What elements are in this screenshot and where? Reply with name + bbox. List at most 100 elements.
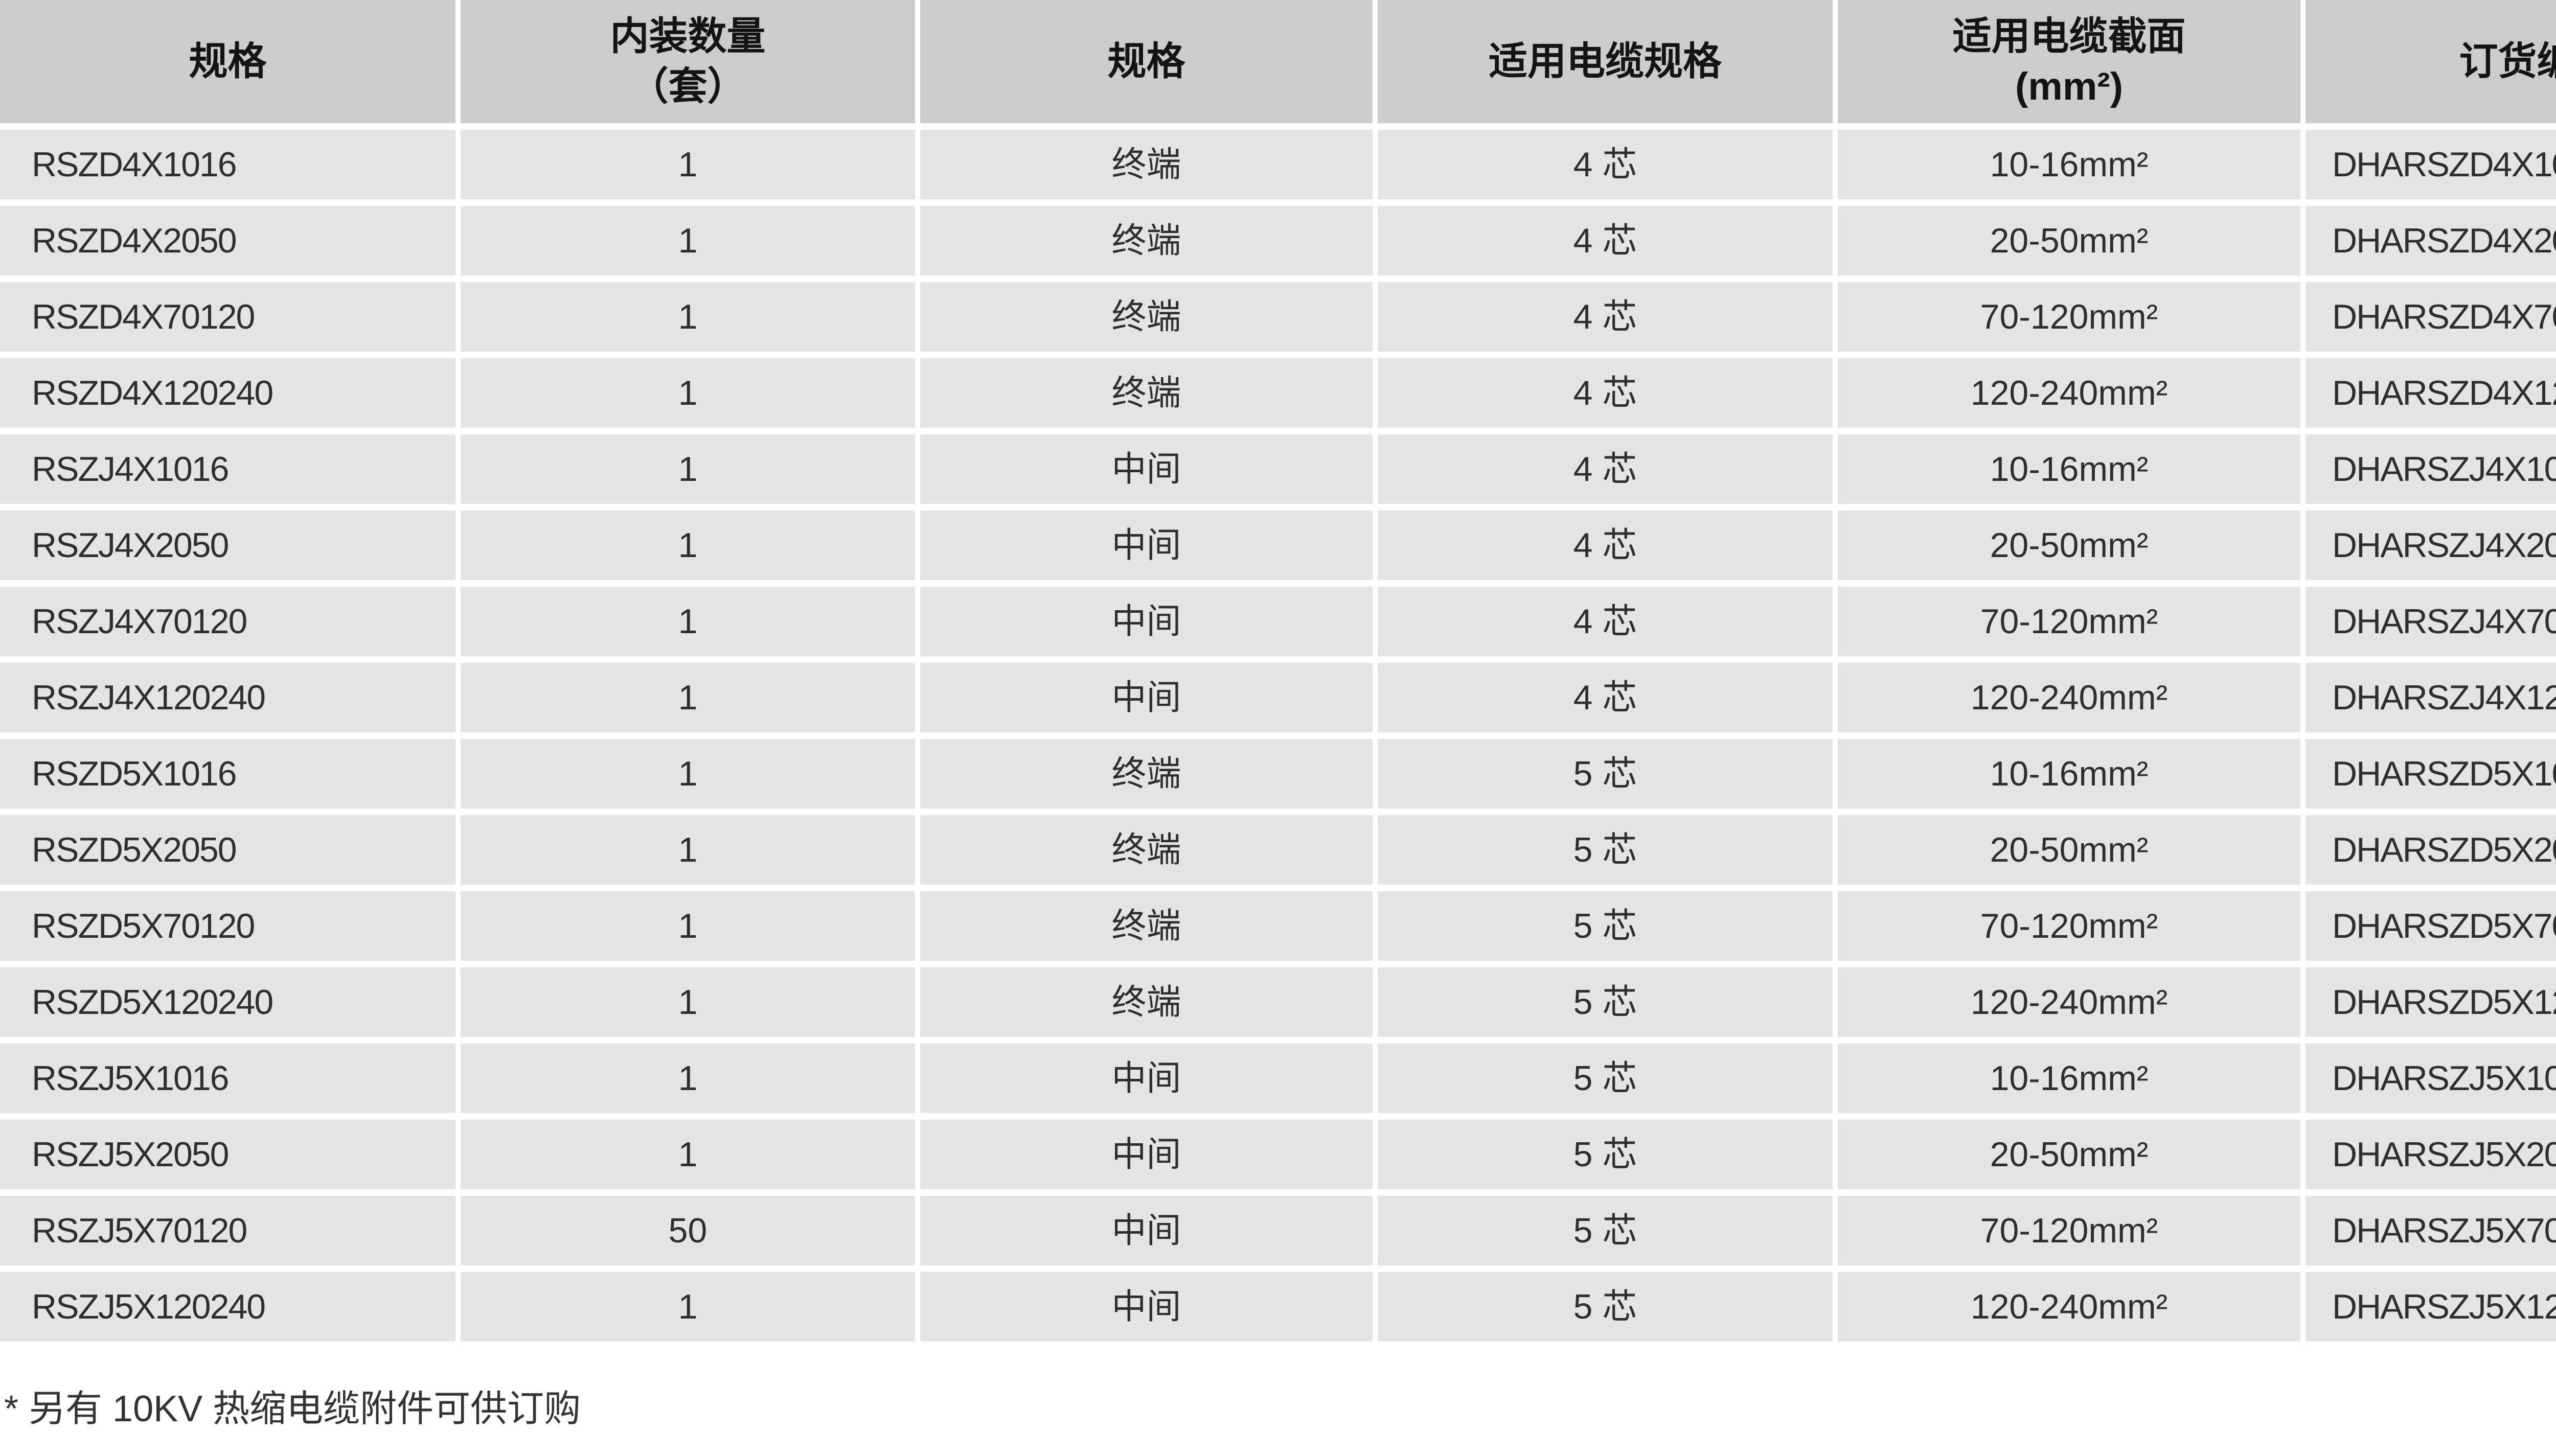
- cell: RSZD4X120240: [0, 358, 455, 428]
- cell: 70-120mm²: [1838, 282, 2300, 352]
- cell: 1: [461, 358, 915, 428]
- cell: 50: [461, 1196, 915, 1265]
- cell: DHARSZD5X2050: [2306, 815, 2556, 885]
- cell: 20-50mm²: [1838, 815, 2300, 885]
- cell: DHARSZJ4X2050: [2306, 511, 2556, 580]
- cell: 1: [461, 206, 915, 275]
- cell: 终端: [920, 739, 1373, 808]
- cell: 20-50mm²: [1838, 206, 2300, 275]
- header-spec: 规格: [0, 0, 455, 123]
- cell: DHARSZD4X1016: [2306, 130, 2556, 199]
- cell: 中间: [920, 587, 1373, 656]
- product-spec-table: 规格 内装数量 （套） 规格 适用电缆规格 适用电缆截面 (mm²) 订货编码 …: [0, 0, 2556, 1342]
- cell: 1: [461, 815, 915, 885]
- cell: DHARSZD4X70120: [2306, 282, 2556, 352]
- cell: RSZD5X2050: [0, 815, 455, 885]
- cell: 终端: [920, 358, 1373, 428]
- cell: DHARSZJ4X70120: [2306, 587, 2556, 656]
- cell: 1: [461, 739, 915, 808]
- cell: DHARSZD4X2050: [2306, 206, 2556, 275]
- cell: DHARSZJ5X1016: [2306, 1044, 2556, 1113]
- cell: 5 芯: [1378, 891, 1833, 961]
- cell: 120-240mm²: [1838, 358, 2300, 428]
- cell: DHARSZJ4X120240: [2306, 663, 2556, 732]
- cell: 终端: [920, 206, 1373, 275]
- cell: 1: [461, 434, 915, 504]
- cell: DHARSZJ5X70120: [2306, 1196, 2556, 1265]
- cell: 终端: [920, 891, 1373, 961]
- cell: DHARSZD5X120240: [2306, 967, 2556, 1037]
- cell: 4 芯: [1378, 587, 1833, 656]
- cell: RSZD4X1016: [0, 130, 455, 199]
- cell: 1: [461, 587, 915, 656]
- cell: 1: [461, 282, 915, 352]
- cell: RSZJ4X120240: [0, 663, 455, 732]
- cell: 4 芯: [1378, 206, 1833, 275]
- cell: 终端: [920, 967, 1373, 1037]
- header-qty-per-pack: 内装数量 （套）: [461, 0, 915, 123]
- cell: 终端: [920, 815, 1373, 885]
- header-cable-spec: 适用电缆规格: [1378, 0, 1833, 123]
- cell: DHARSZJ5X2050: [2306, 1120, 2556, 1189]
- cell: 中间: [920, 511, 1373, 580]
- cell: 70-120mm²: [1838, 1196, 2300, 1265]
- cell: RSZD5X120240: [0, 967, 455, 1037]
- cell: 终端: [920, 130, 1373, 199]
- cell: 120-240mm²: [1838, 1272, 2300, 1342]
- cell: DHARSZD4X120240: [2306, 358, 2556, 428]
- cell: 10-16mm²: [1838, 1044, 2300, 1113]
- header-cable-section: 适用电缆截面 (mm²): [1838, 0, 2300, 123]
- cell: 4 芯: [1378, 511, 1833, 580]
- cell: RSZJ5X120240: [0, 1272, 455, 1342]
- cell: 20-50mm²: [1838, 1120, 2300, 1189]
- cell: 1: [461, 1044, 915, 1113]
- cell: 4 芯: [1378, 663, 1833, 732]
- cell: 1: [461, 1120, 915, 1189]
- cell: 10-16mm²: [1838, 739, 2300, 808]
- cell: 1: [461, 967, 915, 1037]
- cell: 10-16mm²: [1838, 434, 2300, 504]
- cell: 中间: [920, 1196, 1373, 1265]
- header-order-code: 订货编码: [2306, 0, 2556, 123]
- cell: DHARSZD5X70120: [2306, 891, 2556, 961]
- cell: 120-240mm²: [1838, 663, 2300, 732]
- cell: 中间: [920, 1272, 1373, 1342]
- cell: DHARSZJ4X1016: [2306, 434, 2556, 504]
- cell: 1: [461, 130, 915, 199]
- cell: 70-120mm²: [1838, 891, 2300, 961]
- cell: DHARSZJ5X120240: [2306, 1272, 2556, 1342]
- cell: DHARSZD5X1016: [2306, 739, 2556, 808]
- cell: RSZD4X70120: [0, 282, 455, 352]
- cell: 中间: [920, 663, 1373, 732]
- cell: RSZD5X1016: [0, 739, 455, 808]
- cell: RSZJ5X2050: [0, 1120, 455, 1189]
- cell: 5 芯: [1378, 967, 1833, 1037]
- cell: 10-16mm²: [1838, 130, 2300, 199]
- cell: RSZD5X70120: [0, 891, 455, 961]
- cell: 70-120mm²: [1838, 587, 2300, 656]
- cell: 1: [461, 511, 915, 580]
- cell: 5 芯: [1378, 739, 1833, 808]
- cell: 5 芯: [1378, 1120, 1833, 1189]
- cell: 中间: [920, 1120, 1373, 1189]
- cell: RSZD4X2050: [0, 206, 455, 275]
- cell: 1: [461, 891, 915, 961]
- cell: 5 芯: [1378, 1196, 1833, 1265]
- cell: RSZJ4X1016: [0, 434, 455, 504]
- cell: 120-240mm²: [1838, 967, 2300, 1037]
- cell: 终端: [920, 282, 1373, 352]
- cell: 中间: [920, 1044, 1373, 1113]
- header-type: 规格: [920, 0, 1373, 123]
- cell: 1: [461, 663, 915, 732]
- cell: 5 芯: [1378, 1044, 1833, 1113]
- footnote: * 另有 10KV 热缩电缆附件可供订购: [4, 1389, 581, 1429]
- cell: RSZJ5X1016: [0, 1044, 455, 1113]
- cell: 4 芯: [1378, 434, 1833, 504]
- cell: RSZJ5X70120: [0, 1196, 455, 1265]
- cell: 5 芯: [1378, 815, 1833, 885]
- cell: 4 芯: [1378, 358, 1833, 428]
- cell: 4 芯: [1378, 130, 1833, 199]
- cell: 5 芯: [1378, 1272, 1833, 1342]
- cell: RSZJ4X70120: [0, 587, 455, 656]
- cell: RSZJ4X2050: [0, 511, 455, 580]
